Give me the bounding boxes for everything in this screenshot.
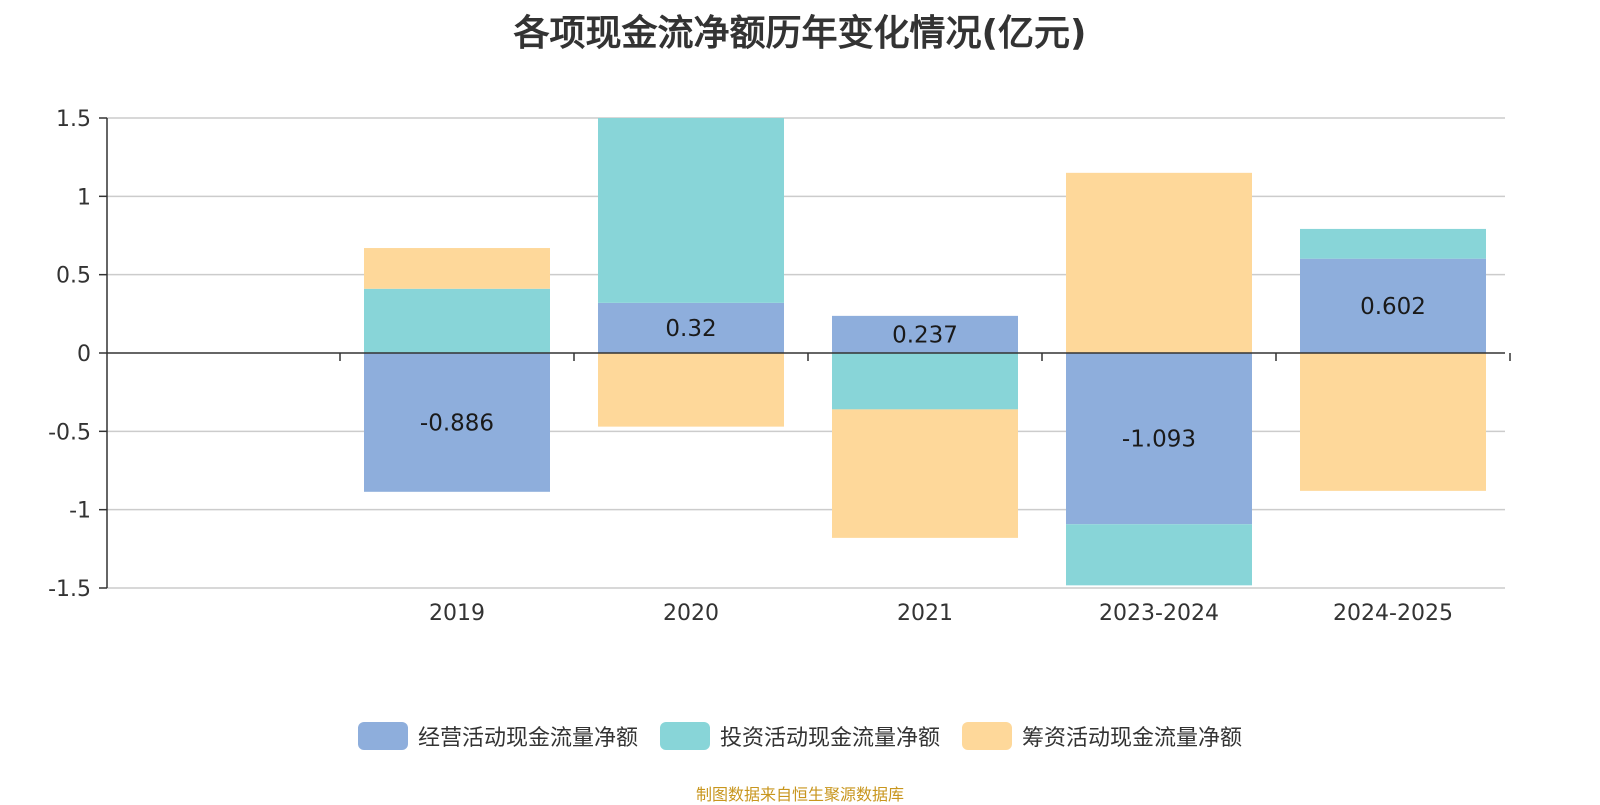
chart-title: 各项现金流净额历年变化情况(亿元)	[513, 13, 1087, 54]
bar-2020-s1	[598, 118, 784, 303]
legend-swatch-investing	[659, 722, 710, 750]
bar-2023-2024-s0	[1066, 353, 1252, 525]
bar-2023-2024-s1	[1066, 524, 1252, 586]
data-source-note: 制图数据来自恒生聚源数据库	[695, 785, 904, 804]
labels: 1.5 1 0.5 0 -0.5 -1 -1.5 -0.886 2019 0.32 2020 0.23…	[48, 107, 1453, 626]
bar-2019-s1	[364, 288, 550, 353]
bar-2024-2025-s1	[1300, 228, 1486, 259]
legend: 经营活动现金流量净额 投资活动现金流量净额 筹资活动现金流量净额	[0, 720, 1600, 752]
bars	[364, 118, 1486, 586]
y-tick-label: 0	[77, 342, 91, 367]
x-tick-label: 2019	[429, 601, 485, 626]
x-tick-label: 2023-2024	[1099, 601, 1219, 626]
y-tick-label: 0.5	[56, 264, 91, 289]
data-label: -1.093	[1122, 427, 1196, 453]
legend-item-investing[interactable]: 投资活动现金流量净额	[659, 720, 940, 752]
data-label: 0.32	[665, 316, 716, 342]
data-label: 0.602	[1360, 294, 1426, 320]
y-tick-label: -1.5	[48, 577, 91, 602]
y-tick-label: 1	[77, 185, 91, 210]
bar-2024-2025-s2	[1300, 353, 1486, 491]
legend-item-operating[interactable]: 经营活动现金流量净额	[357, 720, 638, 752]
bar-2021-s1	[832, 353, 1018, 410]
axes	[99, 117, 1511, 589]
legend-label-investing: 投资活动现金流量净额	[719, 726, 940, 751]
bar-2019-s0	[364, 353, 550, 492]
legend-label-operating: 经营活动现金流量净额	[417, 726, 638, 751]
chart-plot: 1.5 1 0.5 0 -0.5 -1 -1.5 -0.886 2019 0.32 2020 0.23…	[48, 107, 1511, 626]
bar-2020-s0	[598, 302, 784, 353]
bar-2019-s2	[364, 248, 550, 289]
x-tick-label: 2024-2025	[1333, 601, 1453, 626]
bar-2021-s0	[832, 315, 1018, 353]
y-tick-label: -1	[69, 499, 91, 524]
bar-2020-s2	[598, 353, 784, 427]
data-label: -0.886	[420, 410, 494, 436]
y-tick-label: 1.5	[56, 107, 91, 132]
bar-2023-2024-s2	[1066, 172, 1252, 353]
legend-swatch-operating	[357, 722, 408, 750]
y-tick-label: -0.5	[48, 420, 91, 445]
data-label: 0.237	[892, 322, 958, 348]
bar-2021-s2	[832, 409, 1018, 538]
x-tick-label: 2020	[663, 601, 719, 626]
legend-swatch-financing	[962, 722, 1012, 750]
legend-item-financing[interactable]: 筹资活动现金流量净额	[962, 720, 1242, 752]
bar-2024-2025-s0	[1300, 258, 1486, 353]
legend-label-financing: 筹资活动现金流量净额	[1022, 726, 1243, 751]
x-tick-label: 2021	[897, 601, 953, 626]
grid-lines	[107, 117, 1505, 589]
